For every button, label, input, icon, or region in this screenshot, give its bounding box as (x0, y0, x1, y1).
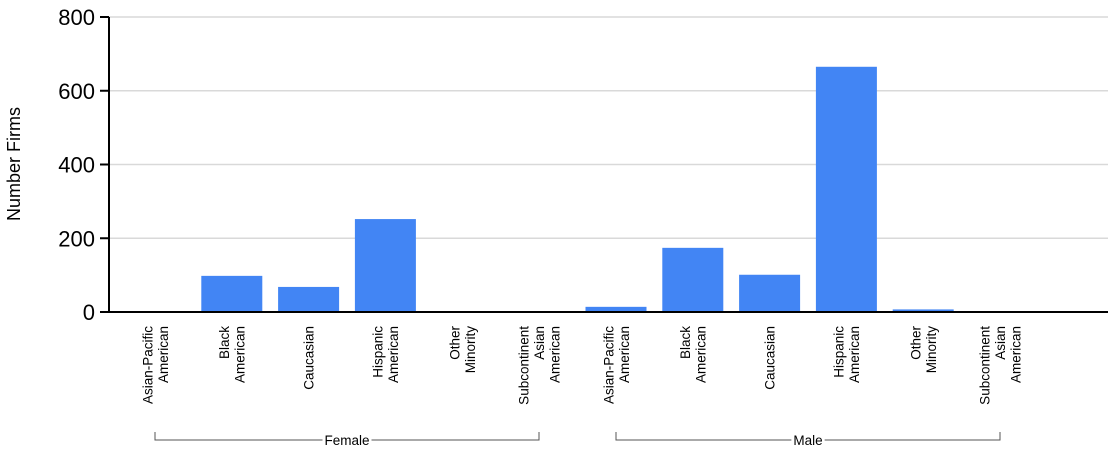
y-axis-label: Number Firms (4, 107, 24, 221)
bar (662, 247, 724, 312)
bars (124, 66, 1031, 313)
x-tick-label-line: Asian (532, 326, 547, 360)
x-tick-label: SubcontinentAsianAmerican (978, 326, 1024, 405)
bar (201, 275, 263, 312)
x-tick-label: HispanicAmerican (371, 326, 402, 383)
x-tick-label: Caucasian (763, 326, 778, 390)
x-tick-label-line: Asian-Pacific (601, 326, 616, 404)
bar (815, 66, 877, 312)
x-tick-label: OtherMinority (908, 325, 939, 373)
x-tick-label: OtherMinority (447, 325, 478, 373)
group-labels: Female Male (154, 432, 1001, 448)
x-tick-label: HispanicAmerican (832, 326, 863, 383)
y-tick-label: 400 (58, 153, 95, 178)
x-tick-label-line: Hispanic (371, 326, 386, 378)
x-tick-label-line: Caucasian (763, 326, 778, 390)
x-tick-label-line: Subcontinent (517, 326, 532, 405)
x-tick-label: BlackAmerican (678, 326, 709, 383)
x-tick-label-line: American (847, 326, 862, 383)
x-tick-label-line: American (1009, 326, 1024, 383)
x-tick-label-line: Subcontinent (978, 326, 993, 405)
x-tick-labels: Asian-PacificAmerican BlackAmerican Caucas… (140, 325, 1023, 404)
x-tick-label-line: American (694, 326, 709, 383)
y-tick-label: 600 (58, 79, 95, 104)
x-tick-label-line: Minority (924, 326, 939, 374)
x-tick-label-line: American (156, 326, 171, 383)
x-tick-label: Asian-PacificAmerican (140, 326, 171, 404)
bar (585, 306, 647, 312)
x-tick-label-line: Other (447, 325, 462, 359)
bar (354, 219, 416, 312)
group-label: Female (324, 433, 369, 448)
x-tick-label-line: American (233, 326, 248, 383)
x-tick-label-line: American (386, 326, 401, 383)
bar (892, 309, 954, 312)
x-tick-label-line: Caucasian (302, 326, 317, 390)
group-label: Male (793, 433, 822, 448)
x-tick-label: Asian-PacificAmerican (601, 326, 632, 404)
group-label-background (791, 433, 825, 448)
x-tick-label-line: Minority (463, 326, 478, 374)
y-tick-label: 800 (58, 5, 95, 30)
x-tick-label-line: Other (908, 325, 923, 359)
x-tick-label: BlackAmerican (217, 326, 248, 383)
x-tick-label-line: Black (678, 326, 693, 359)
x-tick-label-line: Asian-Pacific (140, 326, 155, 404)
gridlines (109, 16, 1108, 239)
group-label-background (322, 433, 372, 448)
x-tick-label-line: Black (217, 326, 232, 359)
y-tick-labels: 0 200 400 600 800 (58, 5, 109, 325)
x-tick-label: SubcontinentAsianAmerican (517, 326, 563, 405)
x-tick-label-line: American (548, 326, 563, 383)
x-tick-label-line: Hispanic (832, 326, 847, 378)
x-tick-label-line: Asian (993, 326, 1008, 360)
y-tick-label: 0 (83, 300, 95, 325)
bar (739, 274, 801, 312)
x-tick-label: Caucasian (302, 326, 317, 390)
x-tick-label-line: American (617, 326, 632, 383)
bar (278, 286, 340, 312)
y-tick-label: 200 (58, 226, 95, 251)
